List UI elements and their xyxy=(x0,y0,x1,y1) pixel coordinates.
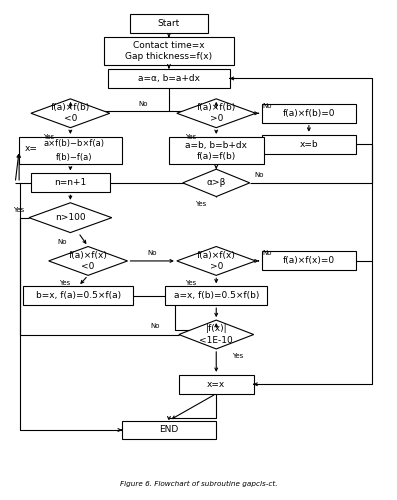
Text: Yes: Yes xyxy=(232,354,243,360)
Polygon shape xyxy=(49,246,127,276)
Text: Figure 6. Flowchart of subroutine gapcls-ct.: Figure 6. Flowchart of subroutine gapcls… xyxy=(120,480,277,486)
Text: Yes: Yes xyxy=(185,134,196,140)
FancyBboxPatch shape xyxy=(31,174,110,193)
FancyBboxPatch shape xyxy=(262,252,356,270)
Polygon shape xyxy=(29,203,112,232)
Text: f(a)×f(x)
>0: f(a)×f(x) >0 xyxy=(197,251,236,271)
Text: f(a)×f(b)=0: f(a)×f(b)=0 xyxy=(283,109,335,118)
Polygon shape xyxy=(179,320,254,349)
Text: Yes: Yes xyxy=(43,134,54,140)
Text: f(a)×f(x)=0: f(a)×f(x)=0 xyxy=(283,256,335,266)
FancyBboxPatch shape xyxy=(262,104,356,122)
FancyBboxPatch shape xyxy=(179,375,254,394)
Text: Contact time=x
Gap thickness=f(x): Contact time=x Gap thickness=f(x) xyxy=(125,41,212,61)
Polygon shape xyxy=(31,99,110,128)
FancyBboxPatch shape xyxy=(169,137,264,164)
Text: n=n+1: n=n+1 xyxy=(54,178,87,188)
Text: f(a)×f(b)
<0: f(a)×f(b) <0 xyxy=(51,103,90,124)
Text: |f(x)|
<1E-10: |f(x)| <1E-10 xyxy=(199,324,233,344)
Text: b=x, f(a)=0.5×f(a): b=x, f(a)=0.5×f(a) xyxy=(36,291,121,300)
Text: Start: Start xyxy=(158,20,180,28)
Text: x=b: x=b xyxy=(300,140,318,148)
Text: a×f(b)−b×f(a): a×f(b)−b×f(a) xyxy=(44,139,105,148)
Text: x=: x= xyxy=(25,144,38,152)
Text: No: No xyxy=(255,172,264,178)
Text: n>100: n>100 xyxy=(55,213,86,222)
Text: Yes: Yes xyxy=(59,280,70,286)
Polygon shape xyxy=(177,246,256,276)
Text: Yes: Yes xyxy=(195,201,206,207)
FancyBboxPatch shape xyxy=(262,134,356,154)
Text: f(a)×f(b)
>0: f(a)×f(b) >0 xyxy=(197,103,236,124)
Text: No: No xyxy=(147,250,157,256)
FancyBboxPatch shape xyxy=(108,68,230,88)
Text: No: No xyxy=(263,103,272,109)
Text: a=b, b=b+dx
f(a)=f(b): a=b, b=b+dx f(a)=f(b) xyxy=(185,140,247,160)
Text: α>β: α>β xyxy=(206,178,226,188)
FancyBboxPatch shape xyxy=(129,14,208,33)
Text: Yes: Yes xyxy=(185,280,196,286)
Text: f(b)−f(a): f(b)−f(a) xyxy=(56,152,93,162)
Polygon shape xyxy=(177,99,256,128)
Text: No: No xyxy=(139,102,148,107)
Text: No: No xyxy=(150,322,160,328)
FancyBboxPatch shape xyxy=(121,420,216,440)
Text: x=x: x=x xyxy=(207,380,225,389)
Text: Yes: Yes xyxy=(13,207,25,213)
FancyBboxPatch shape xyxy=(104,38,234,65)
Text: END: END xyxy=(159,426,179,434)
Text: a=x, f(b)=0.5×f(b): a=x, f(b)=0.5×f(b) xyxy=(173,291,259,300)
FancyBboxPatch shape xyxy=(165,286,268,305)
Polygon shape xyxy=(183,169,250,196)
Text: a=α, b=a+dx: a=α, b=a+dx xyxy=(138,74,200,83)
Text: f(a)×f(x)
<0: f(a)×f(x) <0 xyxy=(69,251,108,271)
FancyBboxPatch shape xyxy=(23,286,133,305)
Text: No: No xyxy=(263,250,272,256)
FancyBboxPatch shape xyxy=(19,137,121,164)
Text: No: No xyxy=(58,238,67,244)
